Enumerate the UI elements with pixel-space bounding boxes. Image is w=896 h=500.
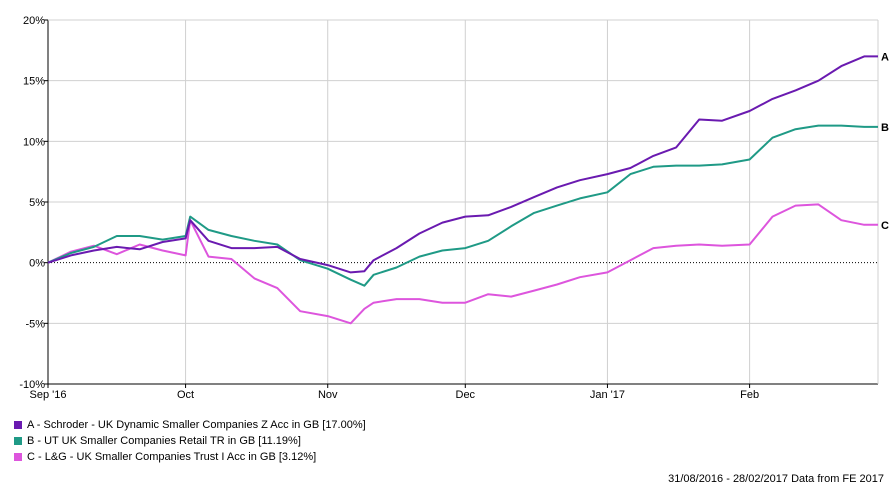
chart-legend: A - Schroder - UK Dynamic Smaller Compan…	[14, 417, 366, 465]
y-tick-label: 0%	[29, 258, 45, 270]
footer-period: 31/08/2016 - 28/02/2017	[668, 473, 788, 485]
y-tick-label: 5%	[29, 197, 45, 209]
legend-label-a: A - Schroder - UK Dynamic Smaller Compan…	[27, 419, 366, 431]
y-tick-label: 10%	[23, 136, 45, 148]
y-tick-label: -5%	[25, 318, 45, 330]
chart-plot: -10% -5% 0% 5% 10% 15% 20% Sep '16 Oct Nov Dec Jan …	[19, 15, 889, 401]
x-tick-label: Feb	[740, 389, 759, 401]
y-tick-label: -10%	[19, 379, 45, 391]
x-tick-label: Nov	[318, 389, 338, 401]
legend-label-c: C - L&G - UK Smaller Companies Trust I A…	[27, 451, 317, 463]
series-line-a	[47, 55, 878, 274]
x-tick-label: Jan '17	[590, 389, 625, 401]
x-tick-label: Oct	[177, 389, 194, 401]
x-tick-label: Sep '16	[30, 389, 67, 401]
series-end-label-c: C	[881, 220, 889, 232]
y-tick-label: 15%	[23, 76, 45, 88]
legend-item-b[interactable]: B - UT UK Smaller Companies Retail TR in…	[14, 433, 366, 449]
legend-item-a[interactable]: A - Schroder - UK Dynamic Smaller Compan…	[14, 417, 366, 433]
footer-source: Data from FE 2017	[791, 473, 884, 485]
series-line-c	[47, 203, 878, 325]
legend-swatch-a	[14, 421, 22, 429]
legend-label-b: B - UT UK Smaller Companies Retail TR in…	[27, 435, 301, 447]
legend-swatch-c	[14, 453, 22, 461]
y-tick-label: 20%	[23, 15, 45, 27]
series-end-label-a: A	[881, 51, 889, 63]
legend-swatch-b	[14, 437, 22, 445]
chart-footer: 31/08/2016 - 28/02/2017 Data from FE 201…	[668, 473, 884, 485]
x-tick-label: Dec	[456, 389, 476, 401]
series-end-label-b: B	[881, 122, 889, 134]
legend-item-c[interactable]: C - L&G - UK Smaller Companies Trust I A…	[14, 449, 366, 465]
